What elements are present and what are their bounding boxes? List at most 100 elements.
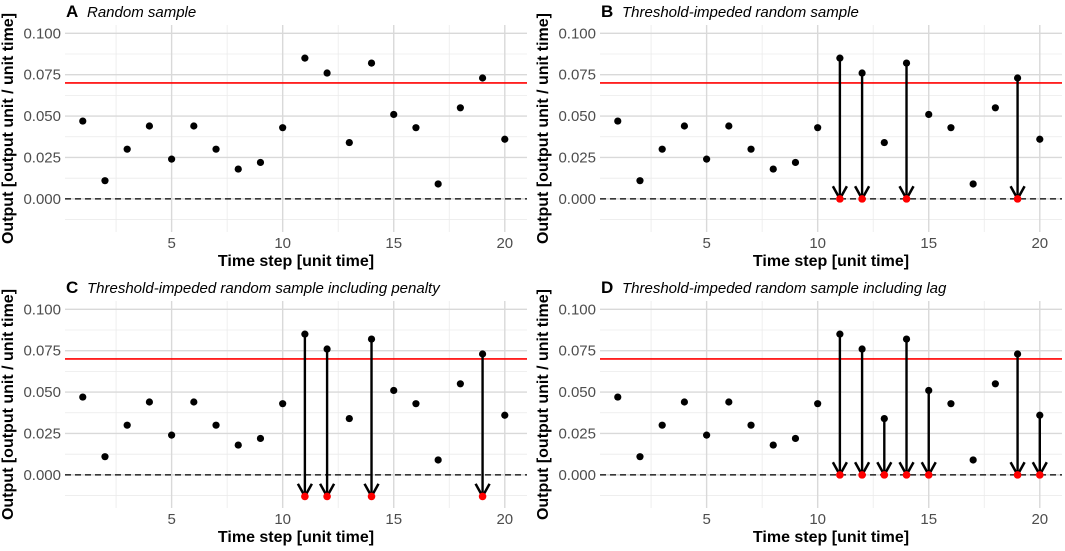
x-tick-label: 5 (702, 235, 710, 252)
data-point (1013, 74, 1022, 82)
y-tick-label: 0.000 (23, 467, 61, 484)
panel-d: 5 10 15 20 0.000 0.025 0.050 0.075 0.100 D Thresho… (535, 278, 1062, 546)
data-point (101, 177, 109, 185)
data-point (858, 69, 866, 77)
x-axis-title: Time step [unit time] (218, 253, 374, 270)
y-tick-label: 0.050 (23, 384, 61, 401)
y-tick-label: 0.075 (558, 67, 596, 84)
data-point (412, 124, 420, 132)
data-point (636, 177, 644, 185)
data-point (814, 400, 822, 408)
data-point (969, 456, 977, 464)
y-tick-label: 0.075 (23, 67, 61, 84)
data-point (747, 145, 755, 153)
x-tick-label: 10 (274, 235, 291, 252)
data-point (925, 386, 933, 395)
data-point (925, 110, 933, 119)
data-point (947, 124, 955, 132)
end-point (836, 471, 844, 479)
x-tick-label: 15 (385, 511, 402, 528)
data-point (456, 104, 464, 112)
data-point (902, 59, 911, 67)
y-tick-label: 0.025 (558, 149, 596, 166)
x-tick-label: 20 (496, 511, 513, 528)
y-tick-label: 0.100 (23, 301, 61, 318)
data-point (190, 398, 198, 406)
x-tick-label: 15 (385, 235, 402, 252)
data-point (212, 145, 220, 153)
data-point (880, 414, 888, 423)
y-tick-label: 0.050 (558, 384, 596, 401)
data-point (991, 104, 999, 112)
data-point (769, 165, 777, 173)
data-point (902, 335, 911, 343)
data-point (234, 165, 242, 173)
y-tick-label: 0.100 (23, 25, 61, 42)
x-tick-label: 5 (167, 235, 175, 252)
y-tick-label: 0.025 (558, 425, 596, 442)
data-point (279, 124, 287, 132)
data-point (1036, 135, 1044, 143)
y-axis-title: Output [output unit / unit time] (535, 13, 552, 244)
data-point (123, 421, 131, 429)
panel-title: Threshold-impeded random sample (622, 4, 859, 21)
end-point (478, 492, 487, 501)
y-tick-label: 0.000 (558, 191, 596, 208)
x-tick-label: 10 (274, 511, 291, 528)
data-point (256, 158, 265, 167)
panel-c: 5 10 15 20 0.000 0.025 0.050 0.075 0.100 C Thresho… (0, 278, 527, 546)
data-point (614, 393, 622, 401)
y-tick-label: 0.100 (558, 25, 596, 42)
data-point (212, 421, 220, 429)
end-point (924, 471, 933, 479)
data-point (390, 110, 398, 119)
y-axis-title: Output [output unit / unit time] (0, 289, 17, 520)
data-point (658, 421, 666, 429)
x-tick-label: 20 (496, 235, 513, 252)
end-point (367, 492, 376, 501)
end-point (858, 471, 866, 479)
data-point (614, 117, 622, 125)
panel-letter: C (66, 278, 78, 297)
data-point (323, 345, 331, 353)
data-point (991, 380, 999, 388)
y-tick-label: 0.025 (23, 149, 61, 166)
data-point (1036, 411, 1044, 419)
y-tick-label: 0.000 (23, 191, 61, 208)
y-tick-label: 0.100 (558, 301, 596, 318)
data-point (123, 145, 131, 153)
end-point (301, 492, 309, 501)
data-point (725, 398, 733, 406)
data-point (880, 138, 888, 147)
y-tick-label: 0.025 (23, 425, 61, 442)
end-point (1013, 471, 1022, 479)
data-point (703, 155, 711, 163)
x-tick-label: 10 (809, 511, 826, 528)
data-point (836, 330, 844, 338)
end-point (1035, 471, 1044, 479)
data-point (390, 386, 398, 395)
data-point (434, 180, 442, 188)
data-point (256, 434, 265, 443)
data-point (190, 122, 198, 130)
y-tick-label: 0.075 (558, 343, 596, 360)
x-axis-title: Time step [unit time] (753, 529, 909, 546)
data-point (234, 441, 242, 449)
x-tick-label: 15 (920, 235, 937, 252)
panel-b: 5 10 15 20 0.000 0.025 0.050 0.075 0.100 B Thresho… (535, 2, 1062, 270)
y-axis-title: Output [output unit / unit time] (0, 13, 17, 244)
end-point (902, 471, 911, 479)
data-point (747, 421, 755, 429)
data-point (680, 122, 689, 130)
data-point (501, 135, 509, 143)
data-point (858, 345, 866, 353)
data-point (814, 124, 822, 132)
x-tick-label: 5 (702, 511, 710, 528)
x-tick-label: 20 (1031, 511, 1048, 528)
data-point (301, 54, 309, 62)
data-point (301, 330, 309, 338)
data-point (345, 138, 353, 147)
y-tick-label: 0.000 (558, 467, 596, 484)
data-point (478, 350, 487, 358)
data-point (79, 393, 87, 401)
